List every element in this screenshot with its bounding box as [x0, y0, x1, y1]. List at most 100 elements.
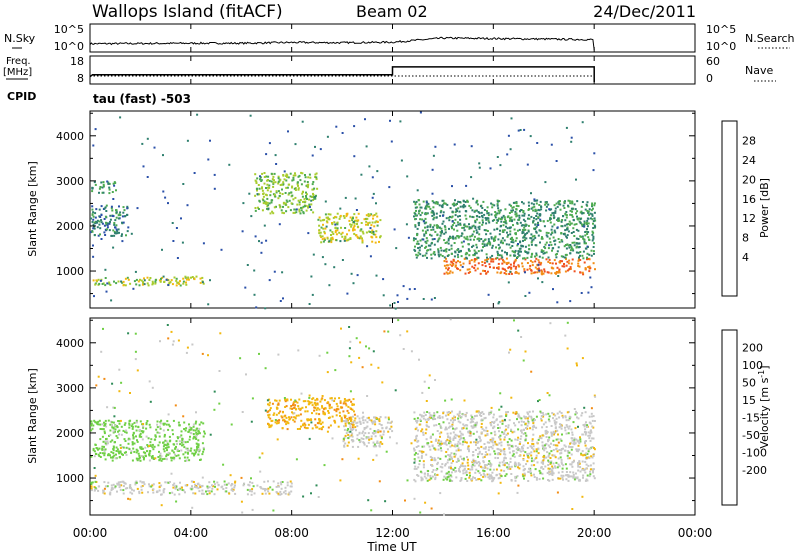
scatter-cell: [532, 420, 535, 423]
scatter-cell: [583, 220, 586, 223]
scatter-cell: [134, 425, 137, 428]
scatter-cell: [517, 272, 520, 275]
scatter-cell: [424, 240, 427, 243]
scatter-cell: [571, 202, 574, 205]
scatter-cell: [103, 218, 106, 220]
scatter-cell: [328, 416, 331, 419]
scatter-cell: [475, 209, 478, 212]
scatter-cell: [415, 419, 418, 422]
scatter-cell: [342, 410, 345, 413]
scatter-cell: [591, 239, 594, 242]
scatter-cell: [178, 436, 181, 439]
scatter-cell: [194, 451, 197, 454]
scatter-cell: [194, 492, 197, 495]
scatter-cell: [578, 460, 581, 463]
scatter-cell: [561, 467, 564, 470]
scatter-cell: [473, 249, 476, 252]
scatter-cell: [556, 444, 559, 447]
scatter-cell: [492, 427, 495, 430]
scatter-cell: [412, 239, 415, 242]
scatter-cell: [342, 439, 345, 442]
scatter-cell: [90, 422, 93, 425]
scatter-cell: [501, 431, 504, 434]
scatter-cell: [505, 473, 508, 476]
scatter-cell: [588, 421, 591, 424]
scatter-cell: [292, 176, 295, 179]
scatter-cell: [541, 256, 544, 259]
scatter-cell: [527, 412, 530, 415]
scatter-cell: [518, 416, 521, 419]
scatter-cell: [118, 205, 120, 208]
scatter-cell: [523, 214, 526, 217]
scatter-cell: [207, 158, 210, 161]
scatter-cell: [132, 434, 134, 437]
scatter-cell: [188, 459, 191, 462]
scatter-cell: [531, 442, 534, 445]
scatter-cell: [530, 233, 533, 236]
scatter-cell: [365, 231, 368, 234]
scatter-cell: [549, 322, 552, 325]
scatter-cell: [294, 143, 297, 146]
scatter-cell: [588, 457, 591, 460]
scatter-cell: [519, 442, 521, 445]
scatter-cell: [448, 455, 451, 458]
scatter-cell: [526, 446, 529, 449]
scatter-cell: [141, 438, 144, 441]
scatter-cell: [339, 207, 342, 210]
scatter-cell: [372, 192, 375, 195]
scatter-cell: [172, 340, 175, 343]
scatter-cell: [515, 212, 518, 215]
scatter-cell: [107, 182, 110, 185]
scatter-cell: [124, 430, 127, 433]
scatter-cell: [556, 412, 559, 415]
scatter-cell: [321, 406, 324, 409]
scatter-cell: [462, 423, 465, 426]
scatter-cell: [438, 237, 441, 240]
scatter-cell: [336, 212, 339, 215]
scatter-cell: [108, 222, 111, 225]
scatter-cell: [152, 491, 155, 494]
scatter-cell: [262, 195, 265, 198]
scatter-cell: [428, 478, 431, 481]
scatter-cell: [152, 457, 155, 460]
scatter-cell: [513, 319, 515, 322]
scatter-cell: [104, 284, 107, 287]
scatter-cell: [496, 199, 499, 202]
scatter-cell: [105, 443, 108, 446]
scatter-cell: [406, 175, 409, 178]
scatter-cell: [454, 419, 456, 421]
scatter-cell: [494, 216, 497, 219]
scatter-cell: [269, 194, 272, 197]
scatter-cell: [360, 222, 363, 224]
scatter-cell: [136, 449, 139, 452]
scatter-cell: [282, 201, 285, 204]
scatter-cell: [487, 476, 490, 479]
scatter-cell: [540, 208, 543, 211]
scatter-cell: [569, 244, 572, 247]
scatter-cell: [517, 436, 520, 439]
scatter-cell: [169, 281, 172, 284]
scatter-cell: [247, 483, 250, 486]
scatter-cell: [510, 267, 513, 270]
scatter-cell: [530, 417, 533, 420]
scatter-cell: [476, 441, 479, 444]
scatter-cell: [551, 262, 554, 265]
scatter-cell: [498, 301, 501, 303]
scatter-cell: [427, 202, 430, 205]
scatter-cell: [294, 189, 297, 191]
scatter-cell: [90, 481, 93, 484]
scatter-cell: [419, 511, 422, 514]
scatter-cell: [276, 407, 279, 410]
scatter-cell: [537, 277, 539, 280]
scatter-cell: [565, 424, 568, 427]
scatter-cell: [440, 470, 443, 473]
scatter-cell: [390, 425, 393, 428]
scatter-cell: [591, 204, 593, 207]
scatter-cell: [268, 413, 271, 416]
scatter-cell: [466, 235, 469, 238]
scatter-cell: [512, 453, 515, 456]
scatter-cell: [569, 300, 572, 303]
scatter-cell: [455, 449, 458, 452]
scatter-cell: [293, 211, 296, 214]
scatter-cell: [560, 427, 563, 430]
